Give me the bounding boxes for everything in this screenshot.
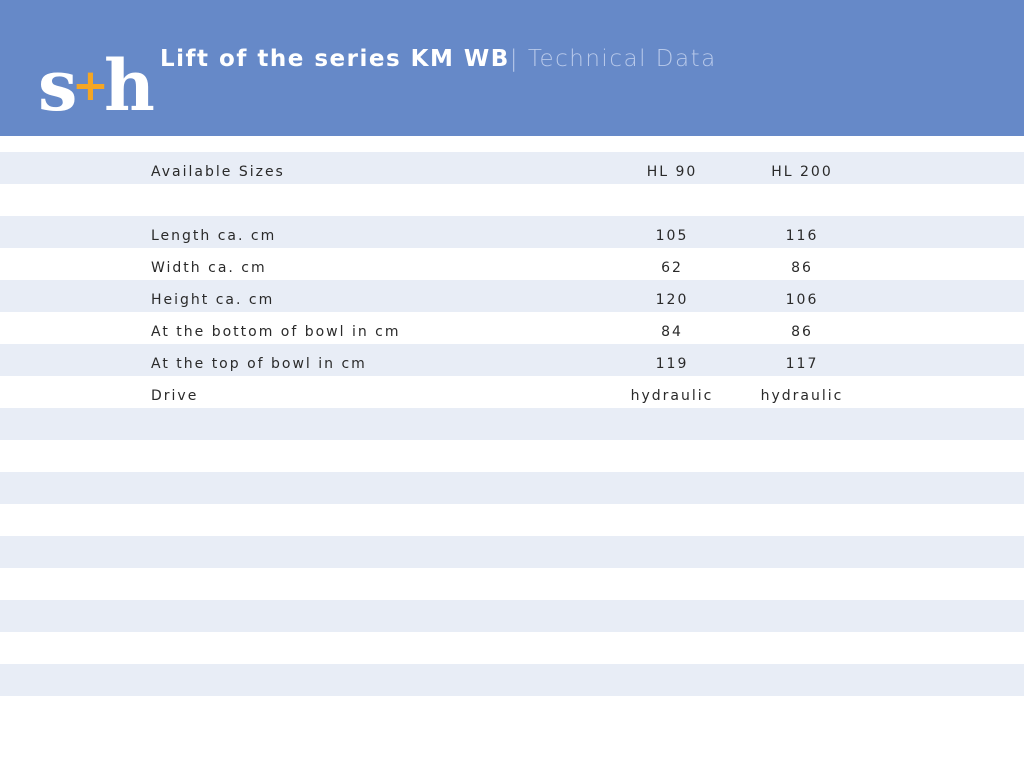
table-row: Height ca. cm 120 106 <box>0 280 1024 312</box>
table-header-row: Available Sizes HL 90 HL 200 <box>0 152 1024 184</box>
sh-logo: s + h <box>38 44 155 116</box>
header-label: Available Sizes <box>151 164 285 180</box>
empty-row <box>0 632 1024 664</box>
row-value-col2: hydraulic <box>760 388 844 404</box>
empty-row <box>0 408 1024 440</box>
header-col1: HL 90 <box>646 164 698 180</box>
row-label: Width ca. cm <box>151 260 267 276</box>
row-value-col1: 84 <box>661 324 683 340</box>
empty-row <box>0 536 1024 568</box>
table-row: Width ca. cm 62 86 <box>0 248 1024 280</box>
spacer-row <box>0 184 1024 216</box>
title-sub: Technical Data <box>527 46 717 72</box>
table-row: Drive hydraulic hydraulic <box>0 376 1024 408</box>
table-row: Length ca. cm 105 116 <box>0 216 1024 248</box>
row-label: Height ca. cm <box>151 292 275 308</box>
row-value-col2: 86 <box>791 324 813 340</box>
title-main: Lift of the series KM WB <box>160 46 510 72</box>
table-row: At the bottom of bowl in cm 84 86 <box>0 312 1024 344</box>
row-value-col1: 119 <box>655 356 689 372</box>
row-label: At the bottom of bowl in cm <box>151 324 401 340</box>
row-value-col1: 62 <box>661 260 683 276</box>
page-title: Lift of the series KM WB| Technical Data <box>160 44 717 74</box>
row-label: At the top of bowl in cm <box>151 356 367 372</box>
title-separator: | <box>509 46 528 72</box>
empty-row <box>0 664 1024 696</box>
empty-row <box>0 568 1024 600</box>
row-value-col1: hydraulic <box>630 388 714 404</box>
technical-data-table: Available Sizes HL 90 HL 200 Length ca. … <box>0 152 1024 696</box>
row-value-col1: 105 <box>655 228 689 244</box>
row-value-col2: 106 <box>785 292 819 308</box>
page-header: s + h Lift of the series KM WB| Technica… <box>0 0 1024 136</box>
row-label: Drive <box>151 388 199 404</box>
empty-row <box>0 600 1024 632</box>
empty-row <box>0 472 1024 504</box>
row-value-col1: 120 <box>655 292 689 308</box>
header-col2: HL 200 <box>771 164 833 180</box>
logo-letter-s: s <box>38 44 77 116</box>
logo-plus: + <box>72 60 109 111</box>
empty-row <box>0 440 1024 472</box>
logo-letter-h: h <box>104 44 155 116</box>
row-value-col2: 117 <box>785 356 819 372</box>
empty-row <box>0 504 1024 536</box>
table-row: At the top of bowl in cm 119 117 <box>0 344 1024 376</box>
row-value-col2: 116 <box>785 228 819 244</box>
row-value-col2: 86 <box>791 260 813 276</box>
row-label: Length ca. cm <box>151 228 277 244</box>
